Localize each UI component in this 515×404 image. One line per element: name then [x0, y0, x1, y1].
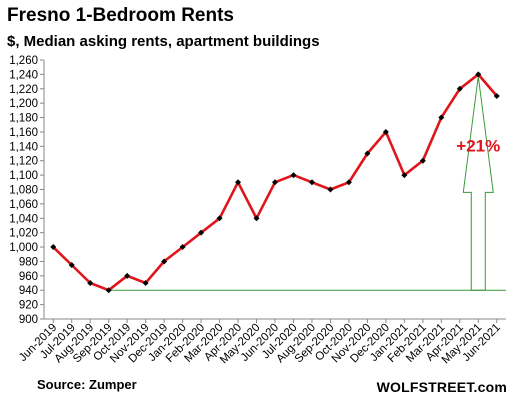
y-tick-label: 1,140 — [9, 141, 38, 153]
y-tick-label: 1,060 — [9, 199, 38, 211]
data-point — [105, 287, 112, 294]
data-point — [50, 244, 57, 251]
data-point — [493, 92, 500, 99]
data-point — [382, 128, 389, 135]
y-tick-label: 940 — [19, 285, 38, 297]
data-point — [198, 229, 205, 236]
data-point — [216, 215, 223, 222]
y-tick-label: 1,240 — [9, 69, 38, 81]
y-tick-label: 1,080 — [9, 185, 38, 197]
y-tick-label: 1,260 — [9, 55, 38, 67]
y-tick-label: 900 — [19, 314, 38, 326]
data-point — [364, 150, 371, 157]
y-tick-label: 1,160 — [9, 127, 38, 139]
data-point — [345, 179, 352, 186]
y-tick-label: 1,020 — [9, 228, 38, 240]
data-point — [272, 179, 278, 186]
source-label: Source: Zumper — [37, 377, 137, 392]
data-point — [87, 280, 94, 287]
y-tick-label: 920 — [19, 300, 38, 312]
chart-subtitle: $, Median asking rents, apartment buildi… — [7, 33, 320, 50]
data-point — [438, 114, 445, 121]
growth-label: +21% — [456, 136, 500, 155]
data-point — [124, 272, 131, 279]
data-point — [253, 215, 260, 222]
y-tick-label: 980 — [19, 256, 38, 268]
y-tick-label: 1,040 — [9, 213, 38, 225]
data-point — [161, 258, 168, 265]
data-point — [401, 172, 408, 179]
rent-series — [50, 71, 500, 294]
data-point — [456, 85, 463, 92]
y-tick-label: 960 — [19, 271, 38, 283]
y-tick-label: 1,180 — [9, 113, 38, 125]
data-point — [308, 179, 315, 186]
x-axis: Jun-2019Jul-2019Aug-2019Sep-2019Oct-2019… — [17, 318, 506, 366]
data-point — [179, 244, 186, 251]
data-point — [235, 179, 242, 186]
growth-arrow — [462, 76, 494, 291]
data-point — [142, 280, 149, 287]
data-point — [290, 172, 297, 179]
data-point — [68, 262, 75, 269]
data-point — [419, 157, 426, 164]
y-axis: 900 920 940 960 980 1,000 1,020 1,040 1,060 1,080… — [9, 55, 45, 326]
brand-label: WOLFSTREET.com — [376, 379, 507, 395]
y-tick-label: 1,120 — [9, 156, 38, 168]
y-tick-label: 1,220 — [9, 84, 38, 96]
growth-annotation: +21% — [108, 76, 506, 291]
data-point — [475, 71, 482, 78]
y-tick-label: 1,100 — [9, 170, 38, 182]
y-tick-label: 1,200 — [9, 98, 38, 110]
y-tick-label: 1,000 — [9, 242, 38, 254]
chart-title: Fresno 1-Bedroom Rents — [7, 5, 234, 26]
data-point — [327, 186, 334, 193]
